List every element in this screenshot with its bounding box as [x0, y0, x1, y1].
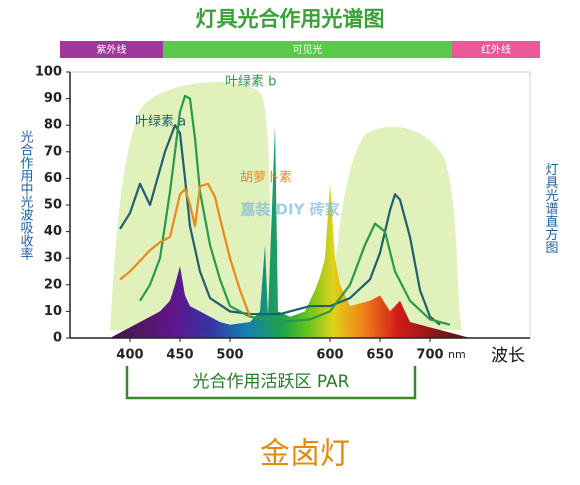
- y2-axis-title: 灯具光谱直方图: [543, 163, 559, 254]
- y-axis-title: 光合作用中光波吸收率: [18, 130, 34, 260]
- x-axis-title: 波长: [491, 346, 525, 366]
- series-label: 叶绿素 b: [225, 75, 276, 90]
- x-tick-label: 600: [316, 348, 343, 363]
- absorption-region: [330, 126, 462, 331]
- lamp-label: 金卤灯: [260, 437, 350, 472]
- plot: 0 10 20 30 40 50 60 70 80 90 100 400 450 500 600 650 700…: [35, 65, 530, 363]
- band: [163, 41, 452, 58]
- y-tick-label: 70: [44, 144, 62, 159]
- y-tick-label: 100: [35, 65, 62, 80]
- absorption-line: [119, 124, 441, 326]
- absorption-line: [139, 94, 451, 326]
- x-tick-label: 500: [216, 348, 243, 363]
- x-tick-label: 650: [366, 348, 393, 363]
- y-tick-label: 30: [44, 251, 62, 266]
- band-bar: 紫外线 可见光 红外线: [60, 41, 540, 58]
- par-bracket: [125, 366, 417, 400]
- x-tick-label: 400: [116, 348, 143, 363]
- band: [452, 41, 540, 58]
- series-label: 叶绿素 a: [135, 115, 186, 130]
- chart-title: 灯具光合作用光谱图: [196, 7, 385, 31]
- x-tick-label: 450: [166, 348, 193, 363]
- watermark: 嘉装 DIY 砖家: [239, 201, 339, 219]
- x-tick-label: 700: [416, 348, 443, 363]
- y-tick-label: 10: [44, 304, 62, 319]
- y-tick-label: 40: [44, 224, 62, 239]
- band-label: 红外线: [481, 43, 511, 56]
- y-tick-label: 0: [53, 331, 62, 346]
- absorption-line: [119, 182, 252, 318]
- y-tick-label: 60: [44, 171, 62, 186]
- band: [60, 41, 163, 58]
- band-label: 紫外线: [97, 43, 127, 56]
- y-tick-label: 80: [44, 118, 62, 133]
- band-label: 可见光: [293, 43, 323, 56]
- y-tick-label: 90: [44, 91, 62, 106]
- par-label: 光合作用活跃区 PAR: [192, 372, 349, 392]
- y-tick-label: 20: [44, 277, 62, 292]
- y-tick-label: 50: [44, 198, 62, 213]
- x-unit: nm: [448, 348, 466, 361]
- series-label: 胡萝卜素: [240, 171, 292, 186]
